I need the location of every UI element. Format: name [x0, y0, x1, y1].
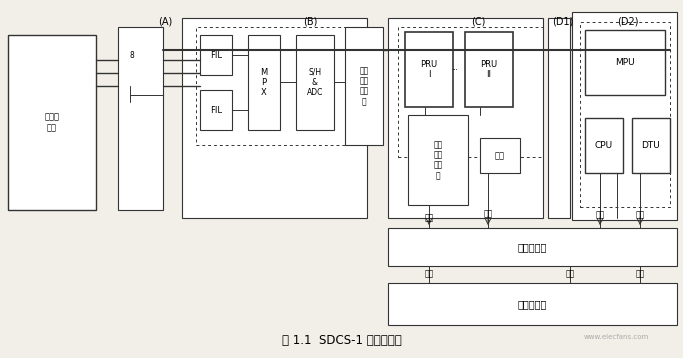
Bar	[408, 115, 468, 205]
Text: 状态: 状态	[495, 151, 505, 160]
Text: MPU: MPU	[615, 58, 635, 67]
Text: S/H
&
ADC: S/H & ADC	[307, 68, 323, 97]
Bar	[118, 27, 163, 210]
Text: 中间继电器: 中间继电器	[518, 242, 547, 252]
Bar	[548, 18, 570, 218]
Text: 控制: 控制	[635, 211, 645, 219]
Bar	[182, 18, 367, 218]
Text: 8: 8	[130, 50, 135, 59]
Text: 跳闸: 跳闸	[424, 270, 434, 279]
Text: 变电站设备: 变电站设备	[518, 299, 547, 309]
Text: 状态: 状态	[566, 270, 574, 279]
Text: 跳闸: 跳闸	[484, 209, 492, 218]
Text: PRU
II: PRU II	[480, 60, 497, 79]
Bar	[388, 283, 677, 325]
Bar	[585, 30, 665, 95]
Text: 继电
保护
子系
统: 继电 保护 子系 统	[434, 140, 443, 180]
Bar	[196, 27, 361, 145]
Text: www.elecfans.com: www.elecfans.com	[583, 334, 649, 339]
Bar	[200, 90, 232, 130]
Text: 控制: 控制	[635, 270, 645, 279]
Text: 变电站
设备: 变电站 设备	[44, 113, 59, 132]
Text: ...: ...	[451, 65, 458, 71]
Text: 图 1.1  SDCS-1 结构方框图: 图 1.1 SDCS-1 结构方框图	[281, 334, 402, 347]
Bar	[8, 35, 96, 210]
Bar	[388, 18, 543, 218]
Text: FIL: FIL	[210, 50, 222, 59]
Bar	[200, 35, 232, 75]
Text: DTU: DTU	[641, 141, 660, 150]
Bar	[580, 22, 670, 207]
Bar	[398, 27, 543, 157]
Text: (D2): (D2)	[617, 17, 639, 27]
Text: FIL: FIL	[210, 106, 222, 115]
Bar	[465, 32, 513, 107]
Bar	[388, 228, 677, 266]
Text: (D1): (D1)	[553, 17, 574, 27]
Text: CPU: CPU	[595, 141, 613, 150]
Bar	[572, 12, 677, 220]
Bar	[296, 35, 334, 130]
Text: (B): (B)	[303, 17, 317, 27]
Bar	[480, 138, 520, 173]
Bar	[585, 118, 623, 173]
Text: 状态: 状态	[596, 211, 604, 219]
Text: M
P
X: M P X	[260, 68, 268, 97]
Bar	[248, 35, 280, 130]
Text: (C): (C)	[471, 17, 485, 27]
Text: PRU
I: PRU I	[421, 60, 438, 79]
Bar	[345, 27, 383, 145]
Text: 数据
通道
控制
器: 数据 通道 控制 器	[359, 66, 369, 106]
Bar	[405, 32, 453, 107]
Bar	[632, 118, 670, 173]
Text: 跳闸: 跳闸	[424, 213, 434, 223]
Text: (A): (A)	[158, 17, 172, 27]
